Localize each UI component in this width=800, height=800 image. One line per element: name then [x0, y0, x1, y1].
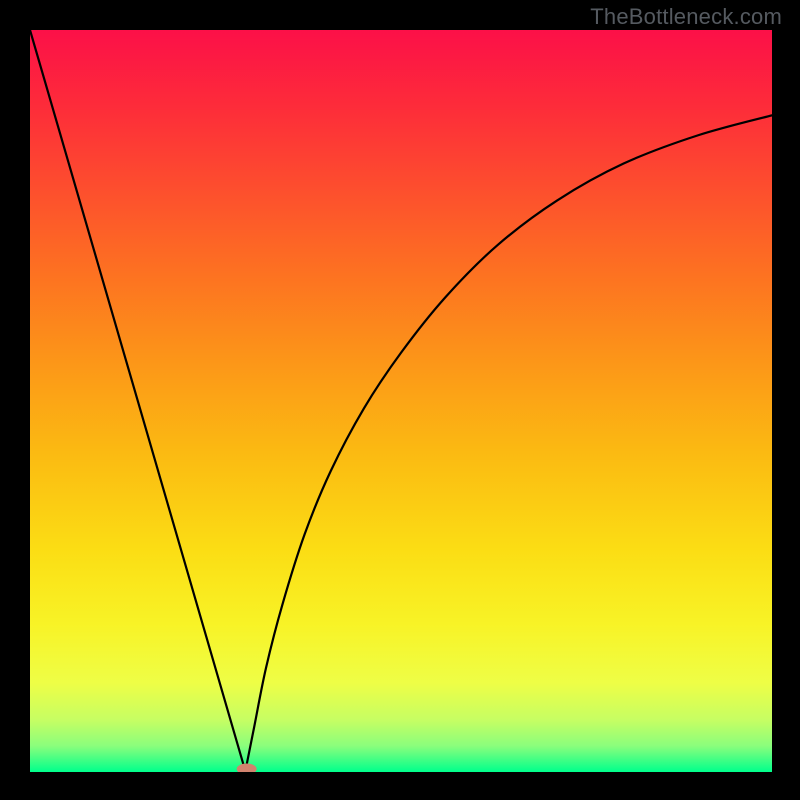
chart-container: TheBottleneck.com — [0, 0, 800, 800]
bottleneck-chart — [0, 0, 800, 800]
watermark-text: TheBottleneck.com — [590, 4, 782, 30]
chart-background — [30, 30, 772, 772]
